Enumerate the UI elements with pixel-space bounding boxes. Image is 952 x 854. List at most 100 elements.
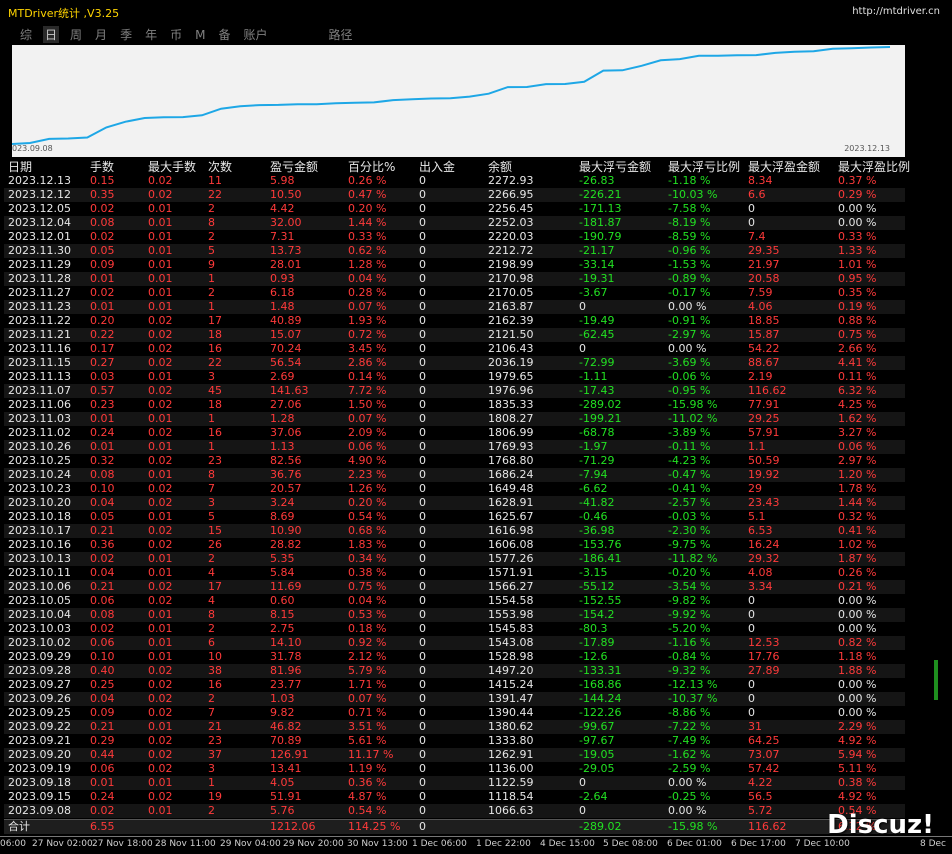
table-cell: 0.02 bbox=[90, 230, 115, 243]
table-cell: 5.72 bbox=[748, 804, 773, 817]
table-cell: 11.17 % bbox=[348, 748, 394, 761]
table-cell: 36.76 bbox=[270, 468, 302, 481]
table-cell: 0.24 bbox=[90, 426, 115, 439]
column-header: 最大浮盈比例 bbox=[838, 160, 911, 174]
table-cell: 8.69 bbox=[270, 510, 295, 523]
table-cell: -0.95 % bbox=[668, 384, 711, 397]
table-cell: 0.01 bbox=[148, 216, 173, 229]
table-cell: 0.54 % bbox=[348, 804, 387, 817]
table-cell: 0.22 bbox=[90, 328, 115, 341]
table-cell: 5.79 % bbox=[348, 664, 387, 677]
table-cell: 0.01 bbox=[148, 468, 173, 481]
table-cell: -289.02 bbox=[579, 820, 622, 833]
table-cell: 2023.10.17 bbox=[8, 524, 71, 537]
table-cell: 2.29 % bbox=[838, 720, 877, 733]
table-cell: 57.91 bbox=[748, 426, 780, 439]
table-cell: 13.41 bbox=[270, 762, 302, 775]
table-cell: -7.22 % bbox=[668, 720, 711, 733]
table-cell: 50.59 bbox=[748, 454, 780, 467]
site-url[interactable]: http://mtdriver.cn bbox=[852, 6, 940, 17]
tab[interactable]: 季 bbox=[120, 28, 133, 42]
column-header: 最大浮盈金额 bbox=[748, 160, 821, 174]
table-cell: -3.54 % bbox=[668, 580, 711, 593]
table-cell: 2 bbox=[208, 552, 215, 565]
table-cell: 0.41 % bbox=[838, 524, 877, 537]
tab[interactable]: 日 bbox=[43, 26, 60, 43]
table-cell: 5.35 bbox=[270, 552, 295, 565]
table-cell: 23.43 bbox=[748, 496, 780, 509]
table-cell: 1543.08 bbox=[488, 636, 534, 649]
table-cell: 1262.91 bbox=[488, 748, 534, 761]
table-cell: 26 bbox=[208, 538, 222, 551]
table-cell: 0.21 bbox=[90, 720, 115, 733]
table-cell: 0.02 bbox=[148, 664, 173, 677]
table-cell: 0 bbox=[748, 678, 755, 691]
table-row: 2023.09.29 0.10 0.01 10 31.78 2.12 % 0 1528.98 -… bbox=[4, 650, 905, 664]
time-label: 6 Dec 17:00 bbox=[731, 839, 786, 849]
table-cell: 0.11 % bbox=[838, 370, 877, 383]
table-cell: 0.04 bbox=[90, 692, 115, 705]
table-cell: 2 bbox=[208, 202, 215, 215]
table-cell: 29.25 bbox=[748, 412, 780, 425]
table-cell: 0.09 bbox=[90, 706, 115, 719]
tab[interactable]: 综 bbox=[20, 28, 33, 42]
table-cell: 0.01 bbox=[148, 552, 173, 565]
tab[interactable]: M bbox=[195, 28, 206, 42]
table-cell: -226.21 bbox=[579, 188, 622, 201]
table-cell: 0.23 bbox=[90, 398, 115, 411]
table-cell: 141.63 bbox=[270, 384, 309, 397]
table-cell: 2220.03 bbox=[488, 230, 534, 243]
table-cell: -0.25 % bbox=[668, 790, 711, 803]
table-cell: 3.45 % bbox=[348, 342, 387, 355]
table-cell: 46.82 bbox=[270, 720, 302, 733]
tab[interactable]: 备 bbox=[218, 28, 231, 42]
table-cell: 0 bbox=[419, 636, 426, 649]
tab[interactable]: 路径 bbox=[328, 28, 353, 42]
table-cell: -19.49 bbox=[579, 314, 615, 327]
table-cell: 0.27 bbox=[90, 356, 115, 369]
table-cell: -11.02 % bbox=[668, 412, 718, 425]
table-cell: 0.01 bbox=[148, 776, 173, 789]
table-cell: 0.02 bbox=[148, 692, 173, 705]
table-cell: 2023.10.18 bbox=[8, 510, 71, 523]
tab[interactable]: 月 bbox=[95, 28, 108, 42]
table-cell: 1686.24 bbox=[488, 468, 534, 481]
tab[interactable]: 年 bbox=[145, 28, 158, 42]
table-cell: 1628.91 bbox=[488, 496, 534, 509]
table-row: 2023.10.24 0.08 0.01 8 36.76 2.23 % 0 1686.24 -7… bbox=[4, 468, 905, 482]
table-row: 2023.11.27 0.02 0.01 2 6.18 0.28 % 0 2170.05 -3.… bbox=[4, 286, 905, 300]
table-cell: 0.93 bbox=[270, 272, 295, 285]
table-cell: 0 bbox=[419, 664, 426, 677]
table-cell: -0.84 % bbox=[668, 650, 711, 663]
table-cell: 0.02 bbox=[148, 734, 173, 747]
table-cell: 0.06 % bbox=[348, 440, 387, 453]
table-cell: -97.67 bbox=[579, 734, 615, 747]
tab[interactable]: 账户 bbox=[243, 28, 268, 42]
table-cell: 0.17 bbox=[90, 342, 115, 355]
table-cell: 13.73 bbox=[270, 244, 302, 257]
table-cell: 2212.72 bbox=[488, 244, 534, 257]
table-cell: 0 bbox=[419, 538, 426, 551]
table-cell: 0 bbox=[419, 496, 426, 509]
tab[interactable]: 币 bbox=[170, 28, 183, 42]
table-cell: 3 bbox=[208, 370, 215, 383]
table-cell: 28.82 bbox=[270, 538, 302, 551]
tab[interactable]: 周 bbox=[70, 28, 83, 42]
table-cell: 1.88 % bbox=[838, 664, 877, 677]
table-cell: 0.02 bbox=[90, 202, 115, 215]
table-cell: 0 bbox=[419, 356, 426, 369]
table-cell: 1136.00 bbox=[488, 762, 534, 775]
table-cell: 0.01 bbox=[148, 720, 173, 733]
table-cell: -8.59 % bbox=[668, 230, 711, 243]
table-cell: 1.01 % bbox=[838, 258, 877, 271]
table-cell: 0.01 bbox=[148, 636, 173, 649]
table-cell: 1.02 % bbox=[838, 538, 877, 551]
column-header: 百分比% bbox=[348, 160, 396, 174]
table-header: 日期 手数 最大手数 次数 盈亏金额 百分比% 出入金 余额 最大浮亏金额 最大浮亏比例 最大浮盈金… bbox=[4, 160, 910, 174]
table-cell: 2023.11.16 bbox=[8, 342, 71, 355]
table-cell: 0.08 bbox=[90, 216, 115, 229]
balance-chart: 023.09.08 2023.12.13 bbox=[12, 45, 905, 157]
tab-bar: 综日周月季年币 M 备账户 路径 bbox=[18, 26, 364, 43]
table-cell: 2023.10.26 bbox=[8, 440, 71, 453]
table-cell: 0 bbox=[579, 776, 586, 789]
